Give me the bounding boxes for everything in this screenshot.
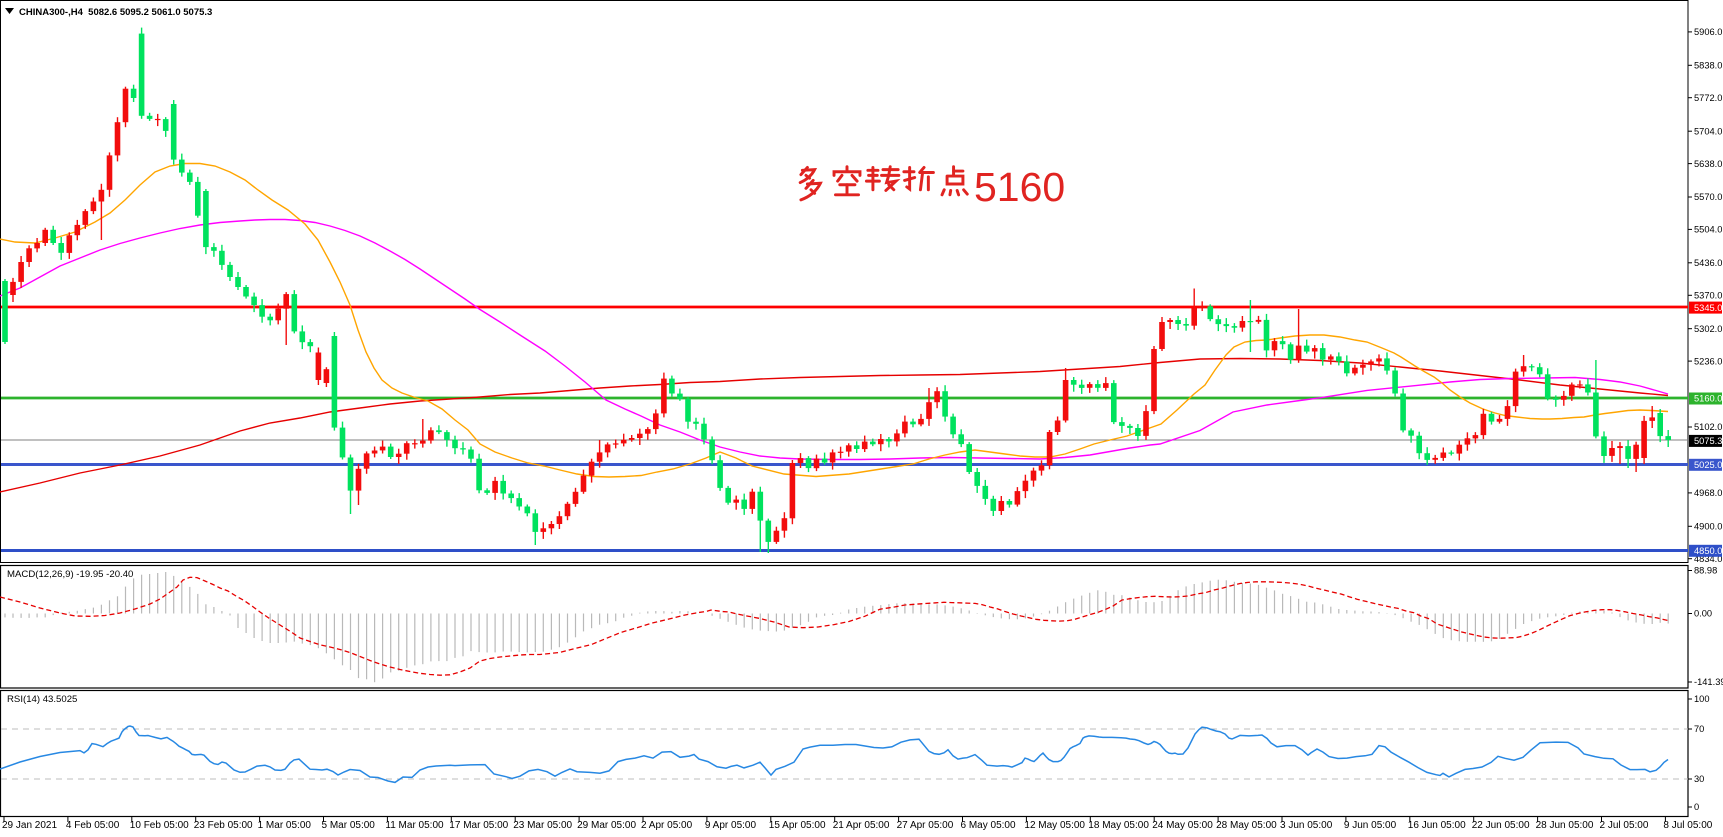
svg-text:5025.0: 5025.0 — [1694, 460, 1722, 470]
svg-text:5504.0: 5504.0 — [1694, 225, 1722, 235]
svg-text:15 Apr 05:00: 15 Apr 05:00 — [769, 820, 826, 831]
svg-text:5345.0: 5345.0 — [1694, 303, 1722, 313]
svg-text:10 Feb 05:00: 10 Feb 05:00 — [130, 820, 189, 831]
svg-text:3 Jun 05:00: 3 Jun 05:00 — [1280, 820, 1333, 831]
svg-text:5102.0: 5102.0 — [1694, 422, 1722, 432]
svg-text:88.98: 88.98 — [1694, 566, 1717, 576]
svg-text:RSI(14) 43.5025: RSI(14) 43.5025 — [7, 694, 77, 705]
svg-text:23 Feb 05:00: 23 Feb 05:00 — [194, 820, 253, 831]
svg-text:0: 0 — [1694, 802, 1699, 812]
svg-text:4834.0: 4834.0 — [1694, 554, 1722, 564]
svg-text:5075.3: 5075.3 — [1694, 436, 1722, 446]
svg-text:5838.0: 5838.0 — [1694, 61, 1722, 71]
svg-text:17 Mar 05:00: 17 Mar 05:00 — [449, 820, 508, 831]
svg-text:28 Jun 05:00: 28 Jun 05:00 — [1536, 820, 1594, 831]
svg-text:2 Jul 05:00: 2 Jul 05:00 — [1600, 820, 1649, 831]
svg-text:28 May 05:00: 28 May 05:00 — [1216, 820, 1277, 831]
svg-text:100: 100 — [1694, 694, 1710, 704]
svg-text:1 Mar 05:00: 1 Mar 05:00 — [258, 820, 312, 831]
svg-text:5436.0: 5436.0 — [1694, 258, 1722, 268]
svg-text:12 May 05:00: 12 May 05:00 — [1024, 820, 1085, 831]
svg-text:27 Apr 05:00: 27 Apr 05:00 — [897, 820, 954, 831]
svg-text:16 Jun 05:00: 16 Jun 05:00 — [1408, 820, 1466, 831]
svg-text:5772.0: 5772.0 — [1694, 93, 1722, 103]
svg-text:5302.0: 5302.0 — [1694, 324, 1722, 334]
svg-text:5160: 5160 — [974, 164, 1065, 210]
svg-text:30: 30 — [1694, 774, 1704, 784]
svg-text:8 Jul 05:00: 8 Jul 05:00 — [1663, 820, 1712, 831]
svg-text:70: 70 — [1694, 724, 1704, 734]
svg-text:5906.0: 5906.0 — [1694, 27, 1722, 37]
svg-text:22 Jun 05:00: 22 Jun 05:00 — [1472, 820, 1530, 831]
svg-text:-141.39: -141.39 — [1694, 677, 1723, 687]
svg-text:18 May 05:00: 18 May 05:00 — [1088, 820, 1149, 831]
svg-text:4968.0: 4968.0 — [1694, 488, 1722, 498]
svg-text:4 Feb 05:00: 4 Feb 05:00 — [66, 820, 120, 831]
svg-text:6 May 05:00: 6 May 05:00 — [961, 820, 1016, 831]
svg-text:CHINA300-,H4 5082.6 5095.2 50: CHINA300-,H4 5082.6 5095.2 5061.0 5075.3 — [19, 7, 212, 18]
svg-text:5570.0: 5570.0 — [1694, 192, 1722, 202]
svg-text:4900.0: 4900.0 — [1694, 522, 1722, 532]
svg-text:5236.0: 5236.0 — [1694, 356, 1722, 366]
svg-text:5638.0: 5638.0 — [1694, 159, 1722, 169]
svg-text:0.00: 0.00 — [1694, 609, 1712, 619]
svg-text:24 May 05:00: 24 May 05:00 — [1152, 820, 1213, 831]
svg-text:29 Mar 05:00: 29 Mar 05:00 — [577, 820, 636, 831]
svg-text:23 Mar 05:00: 23 Mar 05:00 — [513, 820, 572, 831]
svg-text:5 Mar 05:00: 5 Mar 05:00 — [322, 820, 376, 831]
svg-text:5370.0: 5370.0 — [1694, 291, 1722, 301]
svg-text:11 Mar 05:00: 11 Mar 05:00 — [385, 820, 444, 831]
svg-text:4850.0: 4850.0 — [1694, 546, 1722, 556]
svg-text:5704.0: 5704.0 — [1694, 126, 1722, 136]
svg-text:5160.0: 5160.0 — [1694, 394, 1722, 404]
svg-text:21 Apr 05:00: 21 Apr 05:00 — [833, 820, 890, 831]
svg-text:9 Apr 05:00: 9 Apr 05:00 — [705, 820, 757, 831]
svg-text:9 Jun 05:00: 9 Jun 05:00 — [1344, 820, 1397, 831]
svg-text:2 Apr 05:00: 2 Apr 05:00 — [641, 820, 693, 831]
svg-text:MACD(12,26,9) -19.95 -20.40: MACD(12,26,9) -19.95 -20.40 — [7, 569, 133, 580]
svg-text:29 Jan 2021: 29 Jan 2021 — [2, 820, 57, 831]
